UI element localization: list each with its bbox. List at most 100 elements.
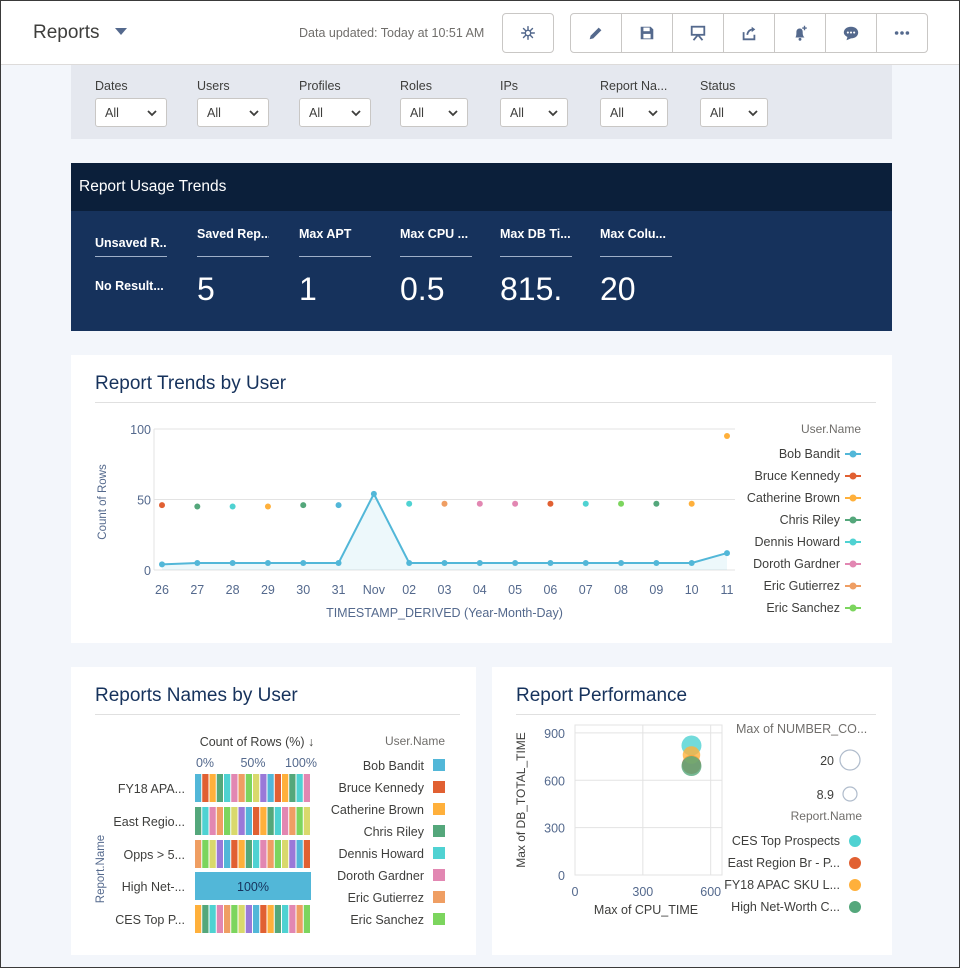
asterisk-button[interactable]: [502, 13, 554, 53]
legend-swatch-dot: [849, 604, 857, 612]
card-title: Reports Names by User: [95, 685, 298, 706]
users-select[interactable]: All: [197, 98, 269, 127]
metric-label: Saved Rep...: [197, 227, 269, 257]
bar-segment: [253, 905, 260, 933]
x-tick-label: 02: [402, 583, 416, 597]
select-value: All: [710, 105, 724, 120]
legend-swatch: [433, 803, 445, 815]
legend-label: Bob Bandit: [779, 447, 841, 461]
legend-label: Bob Bandit: [363, 759, 425, 773]
data-point: [724, 433, 730, 440]
asterisk-icon: [520, 25, 536, 41]
report-name-select[interactable]: All: [600, 98, 668, 127]
metric-unsaved-reports[interactable]: Unsaved R... No Result...: [95, 227, 167, 293]
legend-label: Dennis Howard: [755, 535, 841, 549]
bar-segment: [209, 807, 216, 835]
bar-segment: [282, 807, 289, 835]
y-tick-label: 0: [558, 869, 565, 883]
x-tick-label: 06: [543, 583, 557, 597]
save-icon: [640, 26, 654, 40]
bar-segment: [209, 774, 216, 802]
select-value: All: [105, 105, 119, 120]
bar-data-label: 100%: [237, 880, 269, 894]
bar-segment: [289, 774, 296, 802]
filter-label: Dates: [95, 79, 128, 93]
edit-button[interactable]: [571, 14, 622, 52]
size-legend-label: 8.9: [817, 788, 834, 802]
data-point: [264, 503, 271, 510]
metric-max-db-time[interactable]: Max DB Ti... 815.: [500, 227, 572, 308]
metric-saved-reports[interactable]: Saved Rep... 5: [197, 227, 269, 308]
bar-segment: [202, 807, 209, 835]
bar-segment: [231, 807, 238, 835]
x-tick-label: 07: [579, 583, 593, 597]
bar-segment: [303, 840, 310, 868]
data-point: [582, 559, 589, 566]
metric-max-columns[interactable]: Max Colu... 20: [600, 227, 672, 308]
select-value: All: [309, 105, 323, 120]
data-point: [547, 559, 554, 566]
metric-label: Max Colu...: [600, 227, 672, 257]
data-point: [194, 503, 201, 510]
metric-label: Max APT: [299, 227, 371, 257]
bar-segment: [224, 905, 231, 933]
x-tick-label: 600: [700, 885, 721, 899]
filter-bar: Dates All Users All Profiles All Roles A…: [71, 65, 892, 139]
status-select[interactable]: All: [700, 98, 768, 127]
select-value: All: [207, 105, 221, 120]
data-point: [370, 490, 377, 497]
data-point: [300, 502, 307, 509]
present-button[interactable]: [673, 14, 724, 52]
share-button[interactable]: [724, 14, 775, 52]
data-point: [618, 500, 625, 507]
bar-segment: [296, 905, 303, 933]
bar-segment: [238, 774, 245, 802]
chevron-down-icon: [351, 109, 361, 116]
bar-segment: [195, 807, 202, 835]
bar-segment: [245, 840, 252, 868]
legend-title: Report.Name: [791, 809, 863, 823]
bar-segment: [209, 840, 216, 868]
x-tick-label: 10: [685, 583, 699, 597]
data-point: [441, 500, 448, 507]
bar-segment: [231, 905, 238, 933]
save-button[interactable]: [622, 14, 673, 52]
trend-line-chart[interactable]: 0 50 100 26 27 28 29 30 31 Nov 02 03 04 05 06 07 08 09 10 1…: [71, 355, 892, 643]
title-dropdown-caret-icon[interactable]: [115, 28, 127, 35]
data-point: [653, 559, 660, 566]
bar-segment: [224, 807, 231, 835]
card-title: Report Trends by User: [95, 373, 287, 394]
comment-button[interactable]: [826, 14, 877, 52]
metric-max-cpu[interactable]: Max CPU ... 0.5: [400, 227, 472, 308]
metric-max-apt[interactable]: Max APT 1: [299, 227, 371, 308]
bar-segment: [274, 774, 281, 802]
stacked-bar-chart[interactable]: Count of Rows (%) ↓ 0% 50% 100% Report.Name F…: [71, 667, 476, 955]
ips-select[interactable]: All: [500, 98, 568, 127]
data-point: [582, 500, 589, 507]
filter-label: IPs: [500, 79, 519, 93]
bar-segment: [202, 774, 209, 802]
legend-swatch: [849, 835, 861, 847]
bar-segment: [282, 905, 289, 933]
dates-select[interactable]: All: [95, 98, 167, 127]
chevron-down-icon: [147, 109, 157, 116]
bar-segment: [216, 807, 223, 835]
size-legend-bubble: [839, 749, 861, 771]
legend-swatch-dot: [849, 450, 857, 458]
bar-segment: [274, 840, 281, 868]
y-tick-label: East Regio...: [113, 815, 185, 829]
subscribe-button[interactable]: [775, 14, 826, 52]
legend-label: Chris Riley: [780, 513, 841, 527]
bar-segment: [238, 905, 245, 933]
profiles-select[interactable]: All: [299, 98, 371, 127]
roles-select[interactable]: All: [400, 98, 468, 127]
more-actions-button[interactable]: [877, 14, 927, 52]
legend-label: Chris Riley: [364, 825, 425, 839]
data-point: [264, 559, 271, 566]
legend-swatch-dot: [849, 516, 857, 524]
data-point: [335, 502, 342, 509]
bar-segment: [289, 807, 296, 835]
bar-segment: [202, 840, 209, 868]
bar-segment: [260, 905, 267, 933]
